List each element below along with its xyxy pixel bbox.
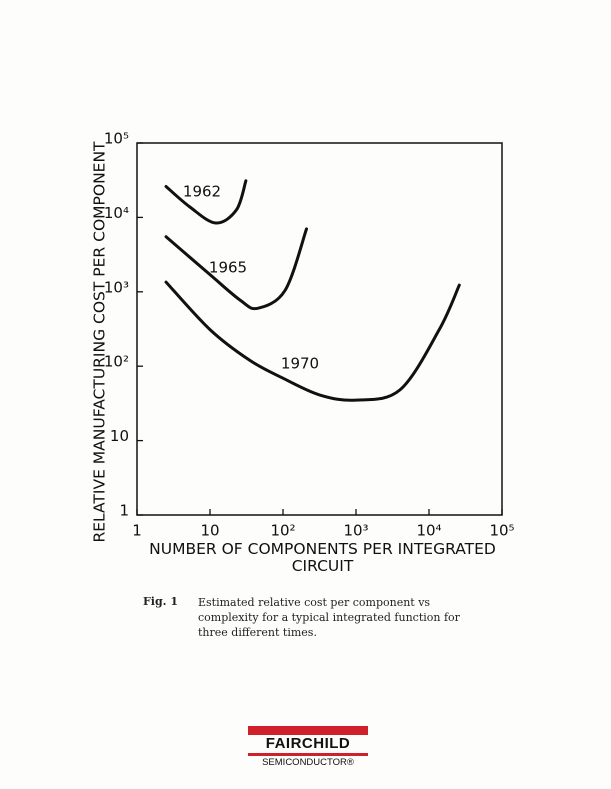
logo-name: FAIRCHILD [265,735,351,752]
curve [164,280,461,402]
logo-sub: SEMICONDUCTOR® [262,757,354,768]
y-tick-label: 10³ [104,278,129,296]
series-label: 1965 [209,259,247,277]
y-tick-label: 10² [104,353,129,371]
x-tick-label: 10⁵ [489,522,514,540]
logo-bar [248,726,368,735]
logo-line [248,753,368,756]
curve [164,227,309,311]
plot-frame [136,142,503,516]
y-tick-label: 10⁴ [104,204,129,222]
x-tick-label: 10³ [343,522,368,540]
caption-label: Fig. 1 [143,595,178,608]
y-tick-label: 10⁵ [104,130,129,148]
x-tick-label: 10 [200,522,219,540]
x-tick-label: 10² [270,522,295,540]
series-label: 1970 [281,355,319,373]
y-tick-label: 1 [119,502,129,520]
y-axis-label: RELATIVE MANUFACTURING COST PER COMPONEN… [91,141,109,543]
x-tick-label: 10⁴ [416,522,441,540]
x-axis-label: NUMBER OF COMPONENTS PER INTEGRATED CIRC… [149,540,496,575]
y-tick-label: 10 [110,427,129,445]
series-label: 1962 [183,183,221,201]
curve [164,179,248,225]
caption-text: Estimated relative cost per component vs… [198,596,460,639]
x-tick-label: 1 [132,522,142,540]
